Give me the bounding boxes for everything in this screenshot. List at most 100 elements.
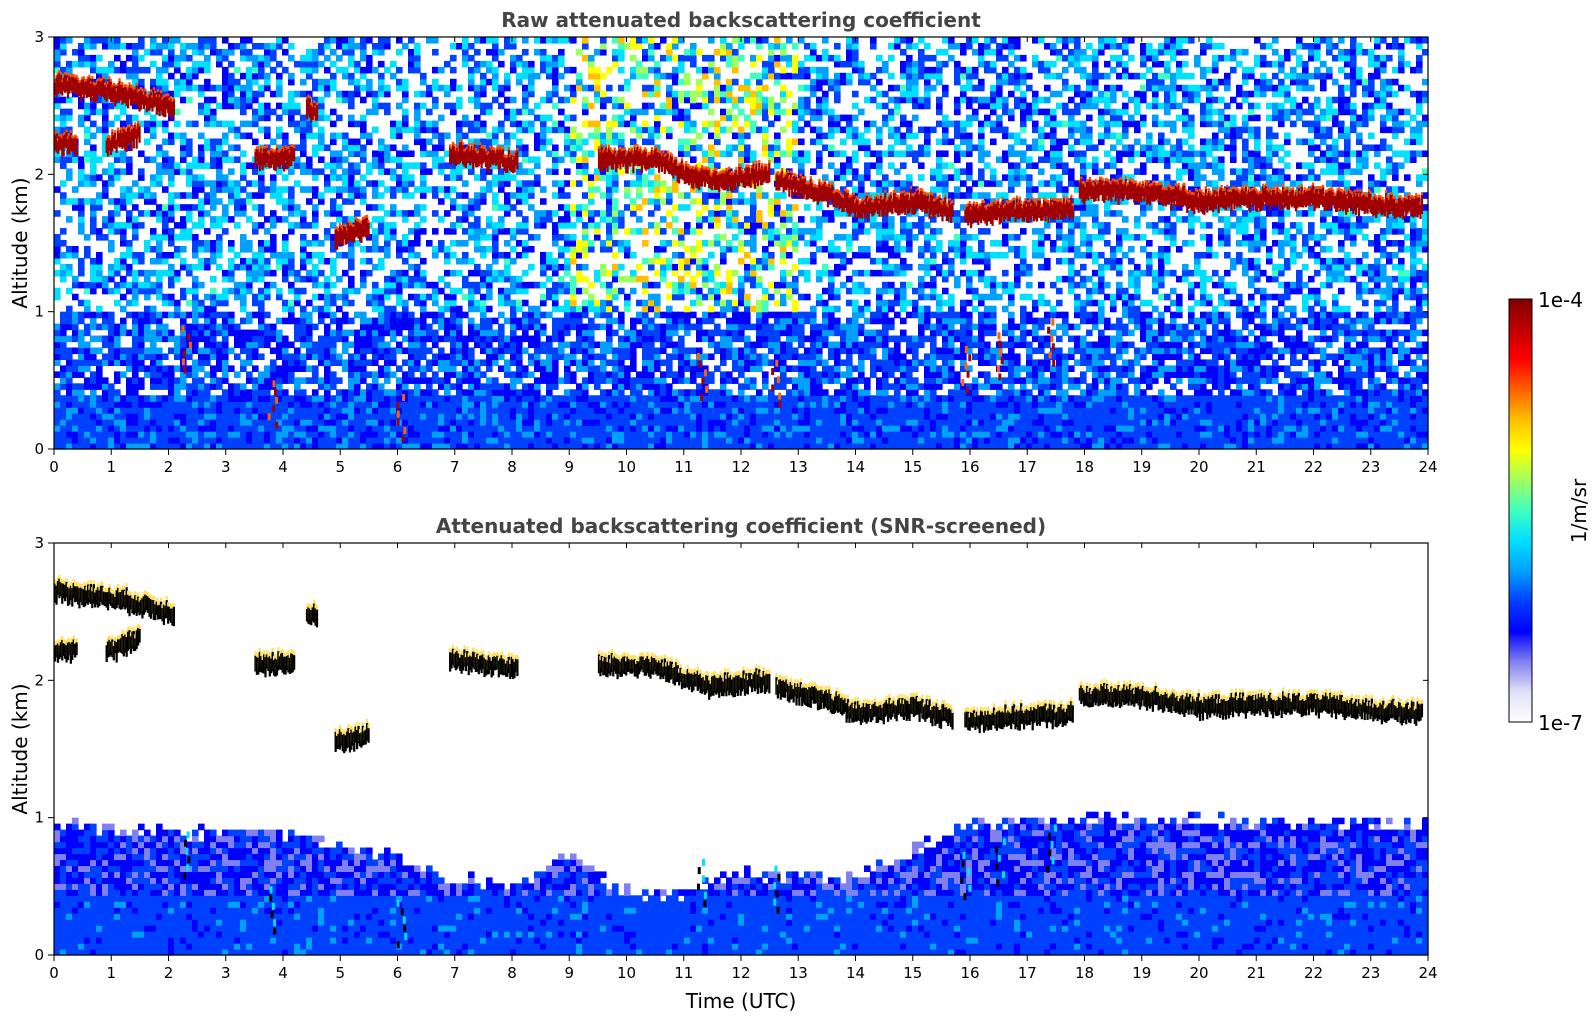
x-tick-label: 2 xyxy=(164,458,174,476)
cloud-layer xyxy=(305,94,319,122)
cloud-layer xyxy=(964,194,1074,229)
low-cloud-feature xyxy=(269,886,277,935)
backscatter-field xyxy=(54,811,1429,956)
colorbar-unit-label: 1/m/sr xyxy=(1567,478,1591,543)
cloud-layer xyxy=(449,139,519,174)
low-cloud-feature xyxy=(267,380,279,429)
low-cloud-feature xyxy=(961,346,972,395)
x-tick-label: 3 xyxy=(221,964,231,982)
x-tick-label: 12 xyxy=(731,964,750,982)
x-tick-label: 19 xyxy=(1132,458,1151,476)
x-tick-label: 24 xyxy=(1418,964,1437,982)
x-tick-label: 16 xyxy=(960,964,979,982)
low-cloud-feature xyxy=(696,858,707,908)
x-tick-label: 21 xyxy=(1247,458,1266,476)
x-tick-label: 0 xyxy=(49,458,59,476)
x-tick-label: 7 xyxy=(450,964,460,982)
low-cloud-feature xyxy=(996,332,1004,381)
x-axis-label: Time (UTC) xyxy=(685,989,797,1013)
bottom-chart-title: Attenuated backscattering coefficient (S… xyxy=(436,514,1046,538)
x-tick-label: 10 xyxy=(617,458,636,476)
x-tick-label: 17 xyxy=(1018,964,1037,982)
x-tick-label: 4 xyxy=(278,964,288,982)
x-tick-label: 13 xyxy=(789,458,808,476)
x-tick-label: 20 xyxy=(1189,964,1208,982)
x-tick-label: 16 xyxy=(960,458,979,476)
cloud-layer xyxy=(254,647,296,678)
bottom-x-axis: 0 1 2 3 4 5 6 7 8 9 10 11 12 13 14 15 16 17 18 19 20 21 22 23 24 xyxy=(49,543,1438,982)
x-tick-label: 6 xyxy=(393,964,403,982)
low-cloud-feature xyxy=(1046,824,1058,873)
y-tick-label: 0 xyxy=(34,946,44,964)
top-heatmap xyxy=(54,37,1429,450)
bottom-y-axis-label: Altitude (km) xyxy=(8,683,32,814)
cloud-layer xyxy=(105,120,141,157)
y-tick-label: 3 xyxy=(34,534,44,552)
low-cloud-feature xyxy=(183,831,191,880)
x-tick-label: 22 xyxy=(1304,964,1323,982)
cloud-layer xyxy=(449,644,519,680)
x-tick-label: 9 xyxy=(564,964,574,982)
low-cloud-feature xyxy=(396,394,407,443)
x-tick-label: 19 xyxy=(1132,964,1151,982)
x-tick-label: 7 xyxy=(450,458,460,476)
raw-backscatter-panel: Raw attenuated backscattering coefficien… xyxy=(8,8,1438,476)
x-tick-label: 24 xyxy=(1418,458,1437,476)
colorbar-scale xyxy=(1508,298,1533,723)
top-y-axis-label: Altitude (km) xyxy=(8,177,32,308)
x-tick-label: 22 xyxy=(1304,458,1323,476)
low-cloud-feature xyxy=(960,852,972,901)
top-y-axis: 0 1 2 3 xyxy=(34,28,1428,458)
x-tick-label: 5 xyxy=(335,458,345,476)
x-tick-label: 1 xyxy=(106,964,116,982)
x-tick-label: 8 xyxy=(507,964,517,982)
colorbar: 1e-4 1e-7 1/m/sr xyxy=(1508,288,1591,735)
low-cloud-feature xyxy=(995,838,1006,887)
y-tick-label: 1 xyxy=(34,303,44,321)
cloud-layer xyxy=(54,69,176,120)
x-tick-label: 2 xyxy=(164,964,174,982)
x-tick-label: 6 xyxy=(393,458,403,476)
cloud-layer xyxy=(597,649,771,700)
x-tick-label: 11 xyxy=(674,964,693,982)
y-tick-label: 2 xyxy=(34,671,44,689)
x-tick-label: 17 xyxy=(1018,458,1037,476)
x-tick-label: 4 xyxy=(278,458,288,476)
x-tick-label: 15 xyxy=(903,964,922,982)
top-x-axis: 0 1 2 3 4 5 6 7 8 9 10 11 12 13 14 15 16 17 18 19 20 21 22 23 24 xyxy=(49,37,1438,476)
x-tick-label: 9 xyxy=(564,458,574,476)
x-tick-label: 14 xyxy=(846,458,865,476)
x-tick-label: 18 xyxy=(1075,964,1094,982)
cloud-layer xyxy=(1078,678,1424,726)
x-tick-label: 15 xyxy=(903,458,922,476)
snr-screened-panel: Attenuated backscattering coefficient (S… xyxy=(8,514,1438,1013)
low-cloud-feature xyxy=(1047,318,1056,367)
y-tick-label: 0 xyxy=(34,440,44,458)
x-tick-label: 10 xyxy=(617,964,636,982)
bottom-heatmap xyxy=(54,574,1429,956)
x-tick-label: 0 xyxy=(49,964,59,982)
x-tick-label: 8 xyxy=(507,458,517,476)
low-cloud-feature xyxy=(773,865,781,914)
x-tick-label: 13 xyxy=(789,964,808,982)
cloud-layer xyxy=(254,144,296,172)
x-tick-label: 20 xyxy=(1189,458,1208,476)
low-cloud-feature xyxy=(771,359,782,408)
low-cloud-feature xyxy=(396,900,408,949)
cloud-layer xyxy=(597,143,771,193)
cloud-layer xyxy=(54,574,176,627)
cloud-layer xyxy=(964,697,1074,734)
x-tick-label: 23 xyxy=(1361,964,1380,982)
x-tick-label: 12 xyxy=(731,458,750,476)
cloud-layer xyxy=(1078,176,1424,220)
bottom-y-axis: 0 1 2 3 xyxy=(34,534,1428,964)
cloud-layer xyxy=(334,718,370,754)
colorbar-max-label: 1e-4 xyxy=(1538,288,1583,312)
cloud-layer xyxy=(305,599,319,628)
cloud-layer xyxy=(334,214,370,250)
x-tick-label: 21 xyxy=(1247,964,1266,982)
x-tick-label: 5 xyxy=(335,964,345,982)
colorbar-min-label: 1e-7 xyxy=(1538,711,1583,735)
x-tick-label: 23 xyxy=(1361,458,1380,476)
